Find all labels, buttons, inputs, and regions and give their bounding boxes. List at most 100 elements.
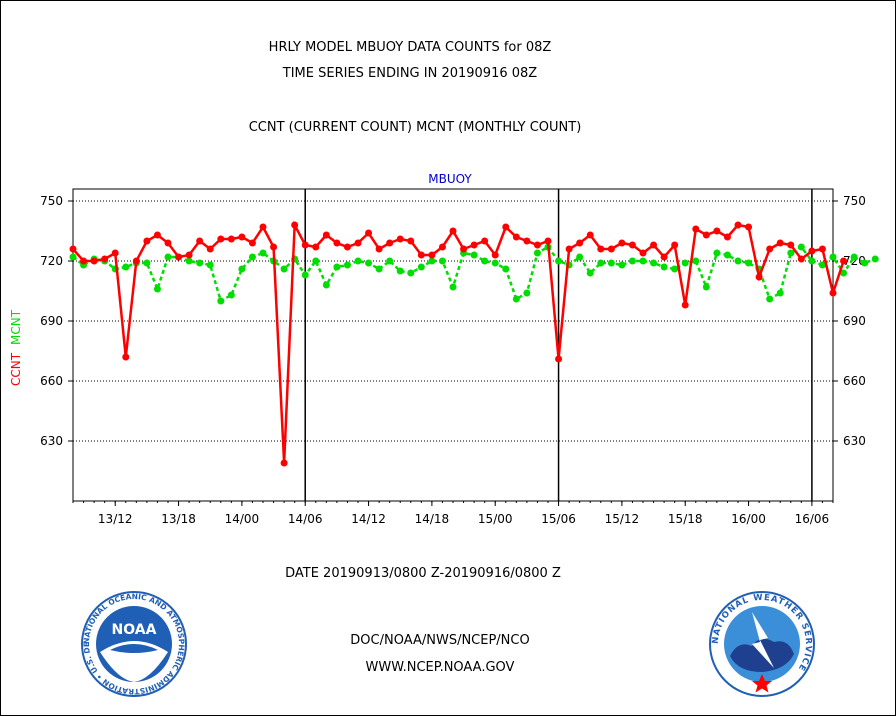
data-point-mcnt bbox=[248, 253, 256, 261]
data-point-ccnt bbox=[481, 237, 489, 245]
data-point-mcnt bbox=[206, 261, 214, 269]
data-point-ccnt bbox=[544, 237, 552, 245]
data-point-ccnt bbox=[745, 223, 753, 231]
y-tick-label: 750 bbox=[40, 194, 63, 208]
data-point-ccnt bbox=[555, 355, 563, 363]
data-point-ccnt bbox=[238, 233, 246, 241]
data-point-ccnt bbox=[840, 257, 848, 265]
data-point-ccnt bbox=[343, 243, 351, 251]
data-point-mcnt bbox=[607, 259, 615, 267]
data-point-mcnt bbox=[354, 257, 362, 265]
data-point-ccnt bbox=[818, 245, 826, 253]
data-point-ccnt bbox=[576, 239, 584, 247]
data-point-ccnt bbox=[692, 225, 700, 233]
data-point-mcnt bbox=[153, 285, 161, 293]
data-point-mcnt bbox=[523, 289, 531, 297]
data-point-mcnt bbox=[322, 281, 330, 289]
data-point-mcnt bbox=[417, 263, 425, 271]
data-point-mcnt bbox=[702, 283, 710, 291]
data-point-mcnt bbox=[407, 269, 415, 277]
data-point-ccnt bbox=[132, 257, 140, 265]
data-point-ccnt bbox=[618, 239, 626, 247]
data-point-mcnt bbox=[185, 257, 193, 265]
data-point-mcnt bbox=[713, 249, 721, 257]
data-point-mcnt bbox=[818, 261, 826, 269]
data-point-ccnt bbox=[333, 239, 341, 247]
data-point-ccnt bbox=[354, 239, 362, 247]
data-point-mcnt bbox=[512, 295, 520, 303]
x-tick-label: 13/12 bbox=[98, 512, 133, 526]
y-tick-label-right: 750 bbox=[843, 194, 866, 208]
data-point-ccnt bbox=[797, 255, 805, 263]
data-point-ccnt bbox=[322, 231, 330, 239]
data-point-ccnt bbox=[470, 241, 478, 249]
axis-layer: 630 630 660 660 690 690 720 720 750 750 13/12 13/18… bbox=[40, 188, 866, 526]
data-point-ccnt bbox=[153, 231, 161, 239]
data-point-mcnt bbox=[639, 257, 647, 265]
data-point-ccnt bbox=[206, 245, 214, 253]
data-point-mcnt bbox=[301, 271, 309, 279]
data-point-mcnt bbox=[797, 243, 805, 251]
credit-website[interactable]: WWW.NCEP.NOAA.GOV bbox=[365, 660, 515, 675]
data-point-ccnt bbox=[80, 257, 88, 265]
x-tick-label: 14/06 bbox=[288, 512, 323, 526]
data-point-mcnt bbox=[343, 261, 351, 269]
data-point-mcnt bbox=[333, 263, 341, 271]
data-point-ccnt bbox=[734, 221, 742, 229]
data-point-ccnt bbox=[502, 223, 510, 231]
data-point-ccnt bbox=[639, 249, 647, 257]
data-point-ccnt bbox=[270, 243, 278, 251]
data-point-ccnt bbox=[808, 247, 816, 255]
data-point-ccnt bbox=[407, 237, 415, 245]
data-point-ccnt bbox=[776, 239, 784, 247]
data-point-mcnt bbox=[650, 259, 658, 267]
data-point-ccnt bbox=[143, 237, 151, 245]
data-point-mcnt bbox=[840, 269, 848, 277]
x-tick-label: 14/00 bbox=[225, 512, 260, 526]
data-point-mcnt bbox=[533, 249, 541, 257]
data-point-mcnt bbox=[871, 255, 879, 263]
y-tick-label-right: 630 bbox=[843, 434, 866, 448]
data-point-ccnt bbox=[713, 227, 721, 235]
data-point-ccnt bbox=[90, 257, 98, 265]
data-point-ccnt bbox=[196, 237, 204, 245]
data-point-ccnt bbox=[375, 245, 383, 253]
data-point-mcnt bbox=[69, 253, 77, 261]
data-point-ccnt bbox=[122, 353, 130, 361]
data-point-ccnt bbox=[607, 245, 615, 253]
data-point-ccnt bbox=[766, 245, 774, 253]
data-point-mcnt bbox=[470, 251, 478, 259]
noaa-logo: NOAA NATIONAL OCEANIC AND ATMOSPHERIC AD… bbox=[80, 590, 187, 697]
data-point-ccnt bbox=[512, 233, 520, 241]
data-point-mcnt bbox=[766, 295, 774, 303]
data-point-mcnt bbox=[745, 259, 753, 267]
x-tick-label: 14/18 bbox=[415, 512, 450, 526]
data-point-mcnt bbox=[808, 257, 816, 265]
data-point-mcnt bbox=[164, 253, 172, 261]
data-point-mcnt bbox=[122, 263, 130, 271]
data-point-ccnt bbox=[312, 243, 320, 251]
data-point-mcnt bbox=[428, 257, 436, 265]
data-point-ccnt bbox=[829, 289, 837, 297]
data-point-ccnt bbox=[428, 251, 436, 259]
data-point-mcnt bbox=[861, 259, 869, 267]
data-point-mcnt bbox=[555, 257, 563, 265]
data-point-ccnt bbox=[101, 255, 109, 263]
data-point-ccnt bbox=[301, 241, 309, 249]
data-point-mcnt bbox=[723, 251, 731, 259]
x-tick-label: 13/18 bbox=[161, 512, 196, 526]
data-point-ccnt bbox=[111, 249, 119, 257]
y-tick-label-right: 660 bbox=[843, 374, 866, 388]
x-tick-label: 15/06 bbox=[541, 512, 576, 526]
data-point-ccnt bbox=[417, 251, 425, 259]
y-tick-label: 660 bbox=[40, 374, 63, 388]
data-point-ccnt bbox=[280, 459, 288, 467]
x-tick-label: 16/06 bbox=[795, 512, 830, 526]
data-point-mcnt bbox=[312, 257, 320, 265]
data-point-ccnt bbox=[660, 253, 668, 261]
data-point-ccnt bbox=[69, 245, 77, 253]
y-tick-label: 630 bbox=[40, 434, 63, 448]
data-point-mcnt bbox=[829, 253, 837, 261]
y-tick-label-right: 690 bbox=[843, 314, 866, 328]
data-point-mcnt bbox=[217, 297, 225, 305]
